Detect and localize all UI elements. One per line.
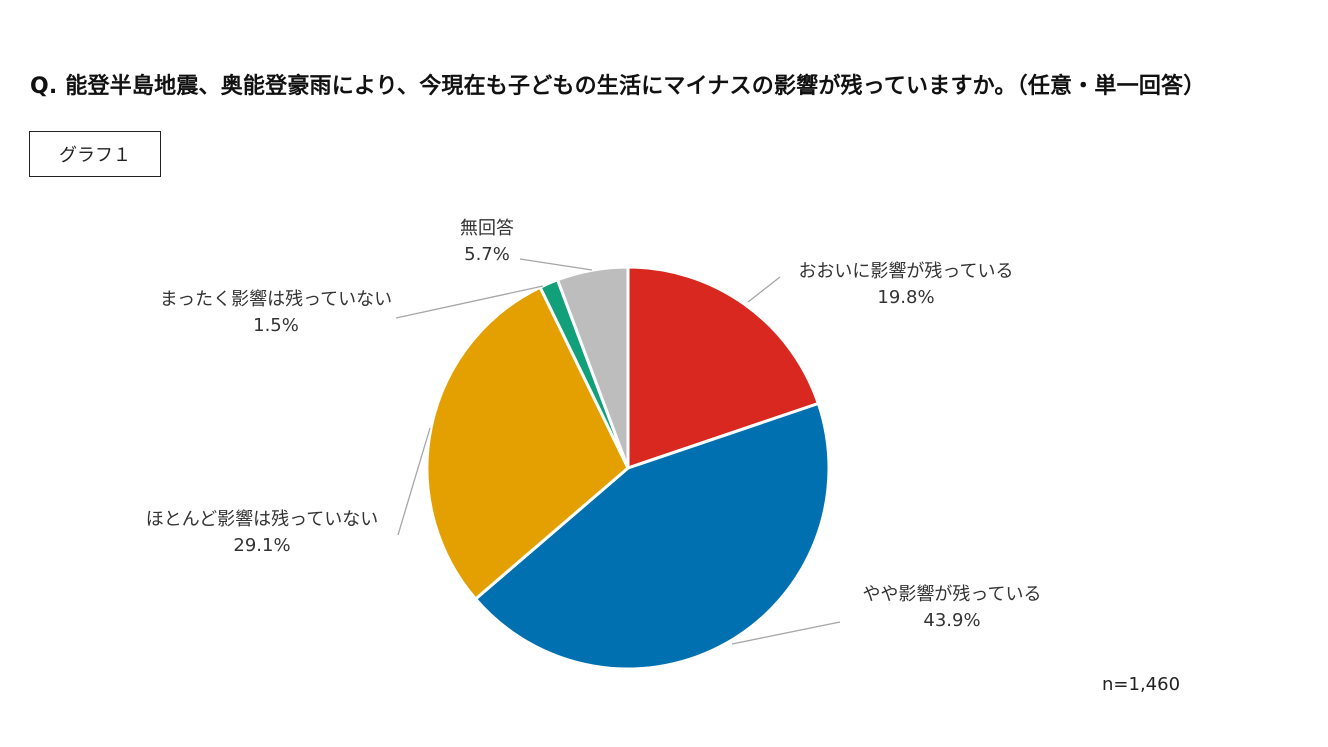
leader-line-1 — [747, 276, 781, 303]
leader-line-5 — [519, 258, 593, 271]
leader-line-4 — [395, 285, 544, 319]
sample-size: n=1,460 — [1102, 674, 1181, 695]
slice-value-2: 43.9% — [923, 610, 980, 631]
pie-slice-5 — [556, 265, 630, 470]
graph-label-box: グラフ１ — [29, 131, 161, 177]
slice-value-1: 19.8% — [877, 287, 934, 308]
slice-value-3: 29.1% — [233, 535, 290, 556]
leader-line-3 — [397, 427, 431, 536]
leader-line-2 — [731, 621, 841, 645]
slice-label-2: やや影響が残っている — [862, 584, 1041, 605]
graph-label: グラフ１ — [59, 145, 131, 166]
chart-title: Q. 能登半島地震、奥能登豪雨により、今現在も子どもの生活にマイナスの影響が残っ… — [30, 74, 1206, 99]
slice-value-5: 5.7% — [464, 244, 510, 265]
slice-label-3: ほとんど影響は残っていない — [146, 509, 379, 530]
slice-label-4: まったく影響は残っていない — [160, 289, 392, 310]
pie-slice-2 — [474, 401, 831, 671]
slice-label-5: 無回答 — [460, 218, 514, 239]
slice-label-1: おおいに影響が残っている — [798, 261, 1013, 282]
slice-value-4: 1.5% — [253, 315, 299, 336]
pie-slice-1 — [626, 265, 820, 470]
